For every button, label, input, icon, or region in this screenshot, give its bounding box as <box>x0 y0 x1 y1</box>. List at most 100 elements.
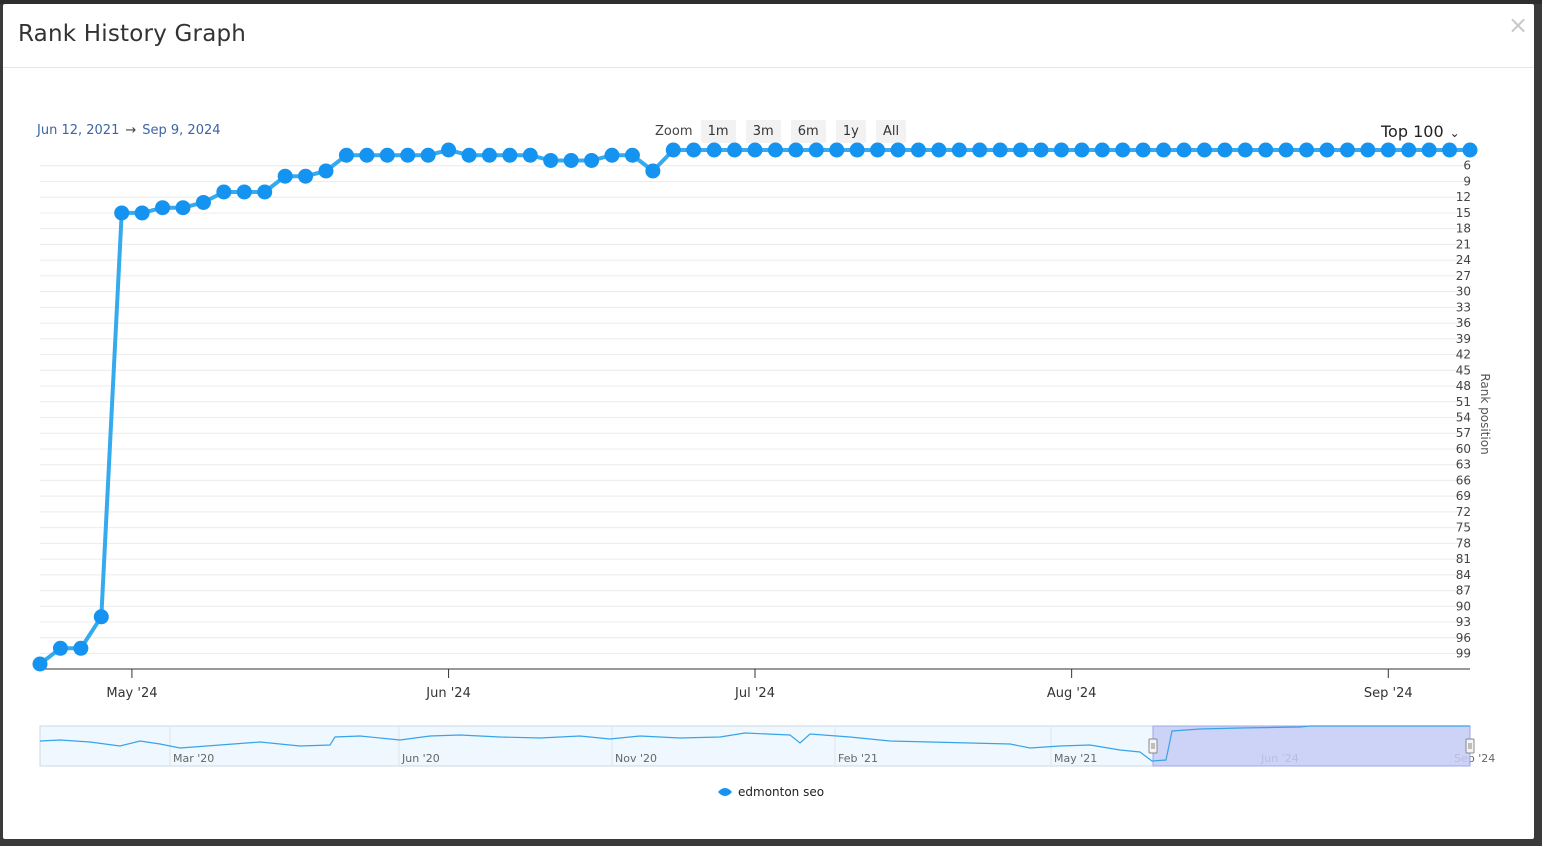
data-point[interactable] <box>829 142 845 158</box>
x-tick-label: Jul '24 <box>734 686 775 701</box>
x-tick-label: Sep '24 <box>1364 686 1413 701</box>
data-point[interactable] <box>1156 142 1172 158</box>
data-point[interactable] <box>665 142 681 158</box>
y-tick-label: 81 <box>1456 552 1471 566</box>
data-point[interactable] <box>604 147 620 163</box>
data-point[interactable] <box>1053 142 1069 158</box>
navigator-selection[interactable] <box>1152 725 1471 767</box>
zoom-1m-button[interactable]: 1m <box>700 120 736 143</box>
y-tick-label: 93 <box>1456 615 1471 629</box>
data-point[interactable] <box>277 168 293 184</box>
data-point[interactable] <box>1380 142 1396 158</box>
data-point[interactable] <box>359 147 375 163</box>
data-point[interactable] <box>1299 142 1315 158</box>
data-point[interactable] <box>1278 142 1294 158</box>
data-point[interactable] <box>992 142 1008 158</box>
y-tick-label: 15 <box>1456 206 1471 220</box>
data-point[interactable] <box>1360 142 1376 158</box>
data-point[interactable] <box>441 142 457 158</box>
y-tick-label: 63 <box>1456 458 1471 472</box>
data-point[interactable] <box>1074 142 1090 158</box>
data-point[interactable] <box>624 147 640 163</box>
data-point[interactable] <box>1258 142 1274 158</box>
close-icon[interactable]: × <box>1507 11 1529 39</box>
top-n-select[interactable]: Top 100 ⌄ <box>1381 122 1460 141</box>
data-point[interactable] <box>1135 142 1151 158</box>
data-point[interactable] <box>522 147 538 163</box>
data-point[interactable] <box>93 609 109 625</box>
data-point[interactable] <box>195 194 211 210</box>
y-tick-label: 24 <box>1456 253 1471 267</box>
data-point[interactable] <box>502 147 518 163</box>
data-point[interactable] <box>420 147 436 163</box>
data-point[interactable] <box>73 640 89 656</box>
legend-item-label[interactable]: edmonton seo <box>738 785 824 799</box>
y-tick-label: 96 <box>1456 631 1471 645</box>
data-point[interactable] <box>379 147 395 163</box>
data-point[interactable] <box>1462 142 1478 158</box>
data-point[interactable] <box>1196 142 1212 158</box>
data-point[interactable] <box>543 152 559 168</box>
data-point[interactable] <box>52 640 68 656</box>
data-point[interactable] <box>727 142 743 158</box>
data-point[interactable] <box>1013 142 1029 158</box>
data-point[interactable] <box>461 147 477 163</box>
data-point[interactable] <box>1115 142 1131 158</box>
data-point[interactable] <box>257 184 273 200</box>
data-point[interactable] <box>298 168 314 184</box>
data-point[interactable] <box>870 142 886 158</box>
zoom-all-button[interactable]: All <box>875 120 907 143</box>
y-tick-label: 12 <box>1456 190 1471 204</box>
data-point[interactable] <box>134 205 150 221</box>
modal-header: Rank History Graph × <box>3 4 1534 68</box>
range-end-date[interactable]: Sep 9, 2024 <box>142 123 221 138</box>
data-point[interactable] <box>808 142 824 158</box>
data-point[interactable] <box>1217 142 1233 158</box>
data-point[interactable] <box>563 152 579 168</box>
data-point[interactable] <box>788 142 804 158</box>
data-point[interactable] <box>1401 142 1417 158</box>
navigator-handle[interactable] <box>1465 738 1475 754</box>
data-point[interactable] <box>175 200 191 216</box>
data-point[interactable] <box>1094 142 1110 158</box>
data-point[interactable] <box>972 142 988 158</box>
series-line <box>38 148 1470 666</box>
data-point[interactable] <box>747 142 763 158</box>
zoom-1y-button[interactable]: 1y <box>835 120 866 143</box>
zoom-3m-button[interactable]: 3m <box>745 120 781 143</box>
data-point[interactable] <box>1421 142 1437 158</box>
data-point[interactable] <box>849 142 865 158</box>
data-point[interactable] <box>338 147 354 163</box>
data-point[interactable] <box>951 142 967 158</box>
data-point[interactable] <box>400 147 416 163</box>
data-point[interactable] <box>1339 142 1355 158</box>
zoom-6m-button[interactable]: 6m <box>790 120 826 143</box>
data-point[interactable] <box>1442 142 1458 158</box>
data-point[interactable] <box>584 152 600 168</box>
data-point[interactable] <box>155 200 171 216</box>
data-point[interactable] <box>1319 142 1335 158</box>
data-point[interactable] <box>114 205 130 221</box>
y-tick-label: 78 <box>1456 536 1471 550</box>
data-point[interactable] <box>645 163 661 179</box>
data-point[interactable] <box>236 184 252 200</box>
range-start-date[interactable]: Jun 12, 2021 <box>37 123 120 138</box>
data-point[interactable] <box>931 142 947 158</box>
y-axis-label: Rank position <box>1478 373 1492 454</box>
data-point[interactable] <box>1033 142 1049 158</box>
data-point[interactable] <box>706 142 722 158</box>
data-point[interactable] <box>910 142 926 158</box>
data-point[interactable] <box>890 142 906 158</box>
backdrop <box>0 0 1542 4</box>
y-tick-label: 72 <box>1456 505 1471 519</box>
navigator-tick-label: Feb '21 <box>838 752 878 765</box>
data-point[interactable] <box>767 142 783 158</box>
data-point[interactable] <box>216 184 232 200</box>
data-point[interactable] <box>1237 142 1253 158</box>
data-point[interactable] <box>32 656 48 672</box>
data-point[interactable] <box>318 163 334 179</box>
data-point[interactable] <box>686 142 702 158</box>
navigator-handle[interactable] <box>1148 738 1158 754</box>
data-point[interactable] <box>1176 142 1192 158</box>
data-point[interactable] <box>481 147 497 163</box>
